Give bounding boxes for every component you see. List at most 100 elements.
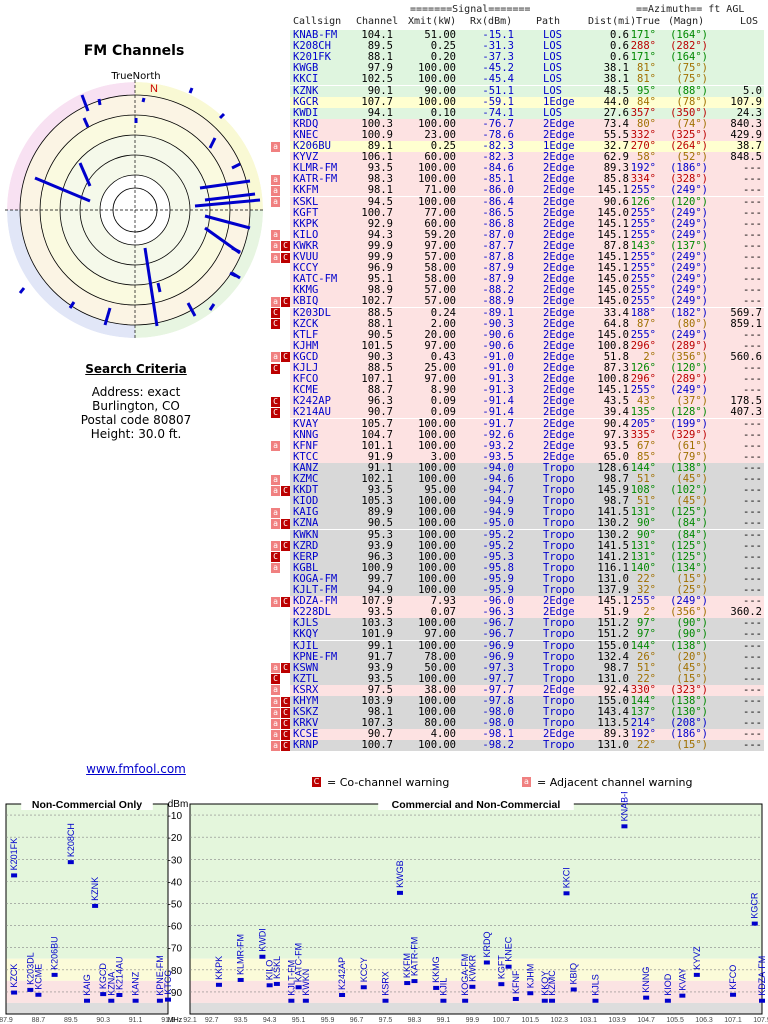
azimuth-true-cell: 335°	[630, 428, 656, 441]
xmit-cell: 97.00	[424, 373, 456, 386]
azimuth-true-cell: 22°	[637, 572, 656, 585]
signal-bar-label: KPNE-FM	[155, 955, 165, 996]
rx-cell: -94.0	[482, 461, 514, 474]
dist-cell: 92.4	[603, 683, 629, 696]
adjacent-warning-icon: a	[271, 507, 280, 518]
table-row: KRKV 107.3 80.00 -98.0 Tropo 113.5 214° (208°) -…	[290, 717, 764, 730]
adjacent-warning-icon: a	[271, 541, 280, 552]
channel-cell: 107.7	[361, 95, 393, 108]
azimuth-true-cell: 144°	[630, 639, 656, 652]
azimuth-magn-cell: (84°)	[676, 528, 708, 541]
path-cell: 2Edge	[543, 606, 575, 619]
xmit-cell: 100.00	[418, 95, 456, 108]
search-criteria: Address: exact Burlington, CO Postal cod…	[0, 385, 272, 441]
callsign-cell: KRKV	[293, 717, 319, 730]
signal-bar-label: KRDQ	[482, 931, 492, 957]
callsign-cell: KKPK	[293, 217, 319, 230]
table-row: KWKR 99.9 97.00 -87.7 2Edge 87.8 143° (137°) ---	[290, 240, 764, 252]
adjacent-warning-icon: a	[271, 296, 280, 307]
path-cell: 2Edge	[543, 373, 575, 386]
rx-cell: -95.2	[482, 539, 514, 552]
los-cell: ---	[743, 683, 762, 696]
freq-tick: 95.1	[292, 1017, 306, 1024]
xmit-cell: 38.00	[424, 683, 456, 696]
signal-bar-label: KWDI	[257, 928, 267, 952]
xmit-cell: 100.00	[418, 117, 456, 130]
signal-bar	[27, 987, 34, 992]
los-cell: ---	[743, 428, 762, 441]
xmit-cell: 97.00	[424, 339, 456, 352]
signal-bar	[273, 981, 280, 986]
azimuth-true-cell: 81°	[637, 73, 656, 86]
azimuth-magn-cell: (45°)	[676, 495, 708, 508]
xmit-cell: 4.00	[430, 728, 456, 741]
freq-tick: 94.3	[263, 1017, 277, 1024]
azimuth-true-cell: 288°	[630, 40, 656, 53]
azimuth-magn-cell: (90°)	[676, 628, 708, 641]
freq-tick: 106.3	[695, 1017, 713, 1024]
band-tropo	[190, 1002, 762, 1014]
dist-cell: 145.1	[597, 595, 629, 608]
azimuth-true-cell: 255°	[630, 328, 656, 341]
azimuth-magn-cell: (329°)	[670, 428, 708, 441]
signal-bar	[751, 921, 758, 926]
los-cell: ---	[743, 628, 762, 641]
path-cell: Tropo	[543, 461, 575, 474]
los-cell: ---	[743, 450, 762, 463]
path-cell: 2Edge	[543, 217, 575, 230]
title-bg	[378, 798, 574, 810]
azimuth-magn-cell: (264°)	[670, 140, 708, 152]
callsign-cell: KCCY	[293, 262, 319, 275]
xmit-cell: 100.00	[418, 73, 456, 86]
azimuth-magn-cell: (78°)	[676, 95, 708, 108]
rx-cell: -95.9	[482, 584, 514, 596]
dist-cell: 131.0	[597, 572, 629, 585]
azimuth-true-cell: 334°	[630, 173, 656, 186]
channel-cell: 95.3	[367, 528, 393, 541]
rx-cell: -98.0	[482, 717, 514, 730]
fmfool-link[interactable]: www.fmfool.com	[86, 762, 186, 776]
rx-cell: -96.0	[482, 595, 514, 608]
table-row: KZNK 90.1 90.00 -51.1 LOS 48.5 95° (88°) 5.0	[290, 85, 764, 97]
callsign-cell: KIOD	[293, 495, 319, 508]
los-cell: ---	[743, 273, 762, 286]
rx-cell: -97.7	[482, 683, 514, 696]
table-row: KTCC 91.9 3.00 -93.5 2Edge 65.0 85° (79°) ---	[290, 450, 764, 463]
channel-cell: 97.9	[367, 62, 393, 75]
path-cell: LOS	[543, 51, 562, 64]
azimuth-magn-cell: (208°)	[670, 717, 708, 730]
table-row: KJLJ 88.5 25.00 -91.0 2Edge 87.3 126° (120°) ---	[290, 363, 764, 374]
freq-tick: 98.3	[408, 1017, 422, 1024]
header-azimuth: ==Azimuth== ft AGL	[636, 4, 745, 15]
criteria-postal: Postal code 80807	[80, 413, 192, 427]
azimuth-magn-cell: (325°)	[670, 128, 708, 141]
dist-cell: 145.0	[597, 328, 629, 341]
path-cell: 2Edge	[543, 406, 575, 419]
signal-bar	[35, 992, 42, 997]
path-cell: Tropo	[543, 506, 575, 519]
azimuth-magn-cell: (102°)	[670, 484, 708, 497]
azimuth-magn-cell: (52°)	[676, 151, 708, 164]
azimuth-magn-cell: (79°)	[676, 450, 708, 463]
callsign-cell: KSKL	[293, 195, 319, 208]
adjacent-warning-icon: a	[271, 696, 280, 707]
azimuth-true-cell: 255°	[630, 217, 656, 230]
callsign-cell: KOGA-FM	[293, 572, 338, 585]
callsign-cell: KZTL	[293, 672, 319, 685]
signal-bar	[512, 996, 519, 1001]
adjacent-warning-icon: a	[271, 596, 280, 607]
signal-bar-label: KZMC	[547, 970, 557, 996]
callsign-cell: K201FK	[293, 51, 331, 64]
azimuth-true-cell: 22°	[637, 739, 656, 752]
azimuth-magn-cell: (289°)	[670, 373, 708, 386]
signal-bar-label: KZNK	[90, 877, 100, 901]
xmit-cell: 0.09	[430, 395, 456, 408]
co-channel-warning-icon: C	[271, 552, 280, 563]
channel-cell: 94.9	[367, 584, 393, 596]
los-cell: ---	[743, 473, 762, 485]
path-cell: Tropo	[543, 484, 575, 497]
azimuth-magn-cell: (90°)	[676, 617, 708, 630]
c-title: Commercial and Non-Commercial	[392, 799, 561, 811]
signal-bar	[483, 960, 490, 965]
table-row: KATR-FM 98.3 100.00 -85.1 2Edge 85.8 334° (328°…	[290, 173, 764, 186]
